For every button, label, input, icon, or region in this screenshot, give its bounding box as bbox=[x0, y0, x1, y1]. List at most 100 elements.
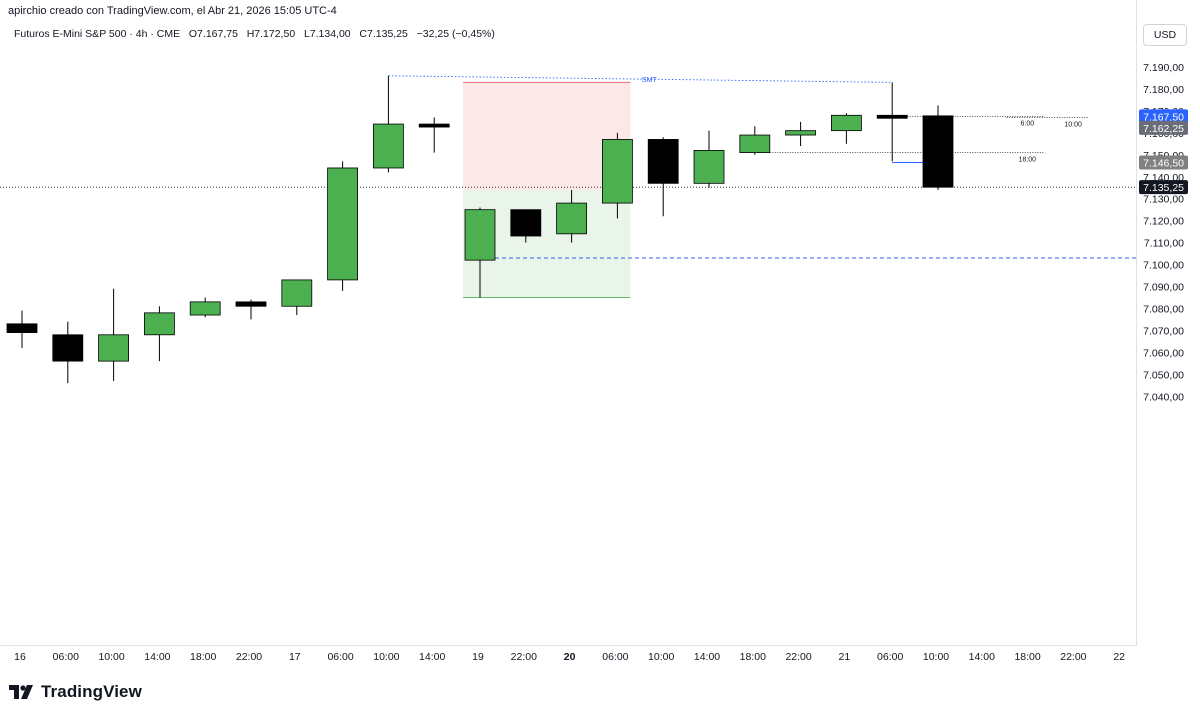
candle-body bbox=[876, 114, 908, 119]
dotted-level-label: 18:00 bbox=[1019, 157, 1037, 164]
time-tick-label: 14:00 bbox=[969, 651, 995, 663]
candle[interactable] bbox=[647, 137, 679, 217]
price-marker-label: 7.146,50 bbox=[1143, 157, 1184, 169]
price-marker: 7.135,25 bbox=[1139, 180, 1188, 195]
time-tick-label: 22:00 bbox=[785, 651, 811, 663]
candle[interactable] bbox=[785, 121, 816, 147]
candle-body bbox=[739, 134, 771, 154]
price-marker: 7.167,50 bbox=[1139, 109, 1188, 124]
time-tick-label: 06:00 bbox=[602, 651, 628, 663]
dotted-level-label: 6:00 bbox=[1021, 120, 1035, 127]
time-tick-label: 10:00 bbox=[923, 651, 949, 663]
candle-body bbox=[510, 209, 542, 237]
price-tick-label: 7.090,00 bbox=[1143, 282, 1184, 294]
candle-body bbox=[189, 301, 221, 316]
smt-line[interactable] bbox=[388, 75, 891, 83]
candle[interactable] bbox=[52, 321, 84, 384]
candle-body bbox=[785, 130, 816, 136]
time-tick-label: 18:00 bbox=[1014, 651, 1040, 663]
time-tick-label: 10:00 bbox=[648, 651, 674, 663]
candle[interactable] bbox=[6, 310, 38, 348]
candle-body bbox=[6, 323, 38, 333]
candle[interactable] bbox=[143, 306, 175, 362]
candle-body bbox=[693, 150, 725, 184]
time-tick-label: 22:00 bbox=[1060, 651, 1086, 663]
price-tick-label: 7.110,00 bbox=[1144, 238, 1184, 250]
time-tick-label: 17 bbox=[289, 651, 301, 663]
price-tick-label: 7.040,00 bbox=[1143, 391, 1184, 403]
price-axis-border bbox=[1136, 0, 1137, 645]
candle-body bbox=[98, 334, 129, 362]
price-tick-label: 7.050,00 bbox=[1143, 369, 1184, 381]
tradingview-logo-icon bbox=[9, 685, 33, 699]
time-tick-label: 19 bbox=[472, 651, 484, 663]
candle-body bbox=[922, 115, 954, 188]
tradingview-brand: TradingView bbox=[41, 682, 142, 701]
candle[interactable] bbox=[98, 288, 129, 381]
dotted-level-label: 10:00 bbox=[1064, 121, 1082, 128]
candle[interactable] bbox=[189, 297, 221, 318]
price-tick-label: 7.180,00 bbox=[1143, 84, 1184, 96]
candle-body bbox=[143, 312, 175, 336]
candle[interactable] bbox=[602, 132, 633, 219]
price-marker-bg bbox=[1139, 180, 1188, 195]
candle[interactable] bbox=[556, 189, 587, 243]
price-tick-label: 7.100,00 bbox=[1143, 260, 1184, 272]
symbol-legend: Futuros E-Mini S&P 500 · 4h · CME O7.167… bbox=[14, 28, 495, 40]
price-marker-label: 7.162,25 bbox=[1143, 123, 1184, 135]
candle-body bbox=[52, 334, 84, 362]
candle[interactable] bbox=[831, 113, 862, 144]
candle-body bbox=[327, 167, 359, 281]
candle[interactable] bbox=[739, 126, 771, 155]
time-tick-label: 06:00 bbox=[327, 651, 353, 663]
candles bbox=[6, 75, 954, 384]
candle[interactable] bbox=[922, 105, 954, 190]
price-tick-label: 7.080,00 bbox=[1143, 303, 1184, 315]
ohlc-close: C7.135,25 bbox=[359, 28, 408, 40]
tradingview-logo[interactable]: TradingView bbox=[9, 682, 142, 702]
smt-label: SMT bbox=[642, 77, 658, 84]
price-marker-label: 7.135,25 bbox=[1143, 182, 1184, 194]
time-tick-label: 21 bbox=[839, 651, 851, 663]
time-axis-border bbox=[0, 645, 1137, 646]
time-tick-label: 06:00 bbox=[53, 651, 79, 663]
chart-credit: apirchio creado con TradingView.com, el … bbox=[8, 5, 337, 17]
candle[interactable] bbox=[235, 299, 267, 320]
candle[interactable] bbox=[281, 279, 313, 316]
candle[interactable] bbox=[327, 161, 359, 291]
time-axis: 16 06:00 10:00 14:00 18:00 22:00 17 06:00 10:00 1… bbox=[14, 651, 1125, 663]
price-marker-label: 7.167,50 bbox=[1143, 111, 1184, 123]
time-tick-label: 18:00 bbox=[740, 651, 766, 663]
time-tick-label: 10:00 bbox=[98, 651, 124, 663]
price-tick-label: 7.060,00 bbox=[1143, 347, 1184, 359]
candle[interactable] bbox=[876, 82, 908, 162]
candle-body bbox=[235, 301, 267, 307]
time-tick-label: 14:00 bbox=[144, 651, 170, 663]
price-marker: 7.162,25 bbox=[1139, 120, 1188, 135]
currency-button[interactable]: USD bbox=[1143, 24, 1187, 46]
candle[interactable] bbox=[372, 75, 404, 173]
candle-body bbox=[602, 139, 633, 204]
candle[interactable] bbox=[418, 117, 450, 153]
time-tick-label: 20 bbox=[564, 651, 576, 663]
time-tick-label: 16 bbox=[14, 651, 26, 663]
candle[interactable] bbox=[693, 130, 725, 188]
time-tick-label: 14:00 bbox=[694, 651, 720, 663]
candle-body bbox=[647, 139, 679, 184]
ohlc-high: H7.172,50 bbox=[246, 28, 296, 40]
ohlc-low: L7.134,00 bbox=[303, 28, 351, 40]
price-tick-label: 7.130,00 bbox=[1143, 194, 1184, 206]
time-tick-label: 22:00 bbox=[236, 651, 262, 663]
candle-body bbox=[418, 123, 450, 128]
price-tick-label: 7.120,00 bbox=[1143, 216, 1184, 228]
price-tick-label: 7.190,00 bbox=[1143, 62, 1184, 74]
symbol-name: Futuros E-Mini S&P 500 · 4h · CME bbox=[14, 28, 181, 40]
price-marker-bg bbox=[1139, 109, 1188, 124]
candle[interactable] bbox=[464, 207, 496, 298]
ohlc-open: O7.167,75 bbox=[188, 28, 238, 40]
time-tick-label: 06:00 bbox=[877, 651, 903, 663]
candle[interactable] bbox=[510, 209, 542, 243]
price-marker: 7.146,50 bbox=[1139, 155, 1188, 170]
candle-body bbox=[556, 202, 587, 235]
